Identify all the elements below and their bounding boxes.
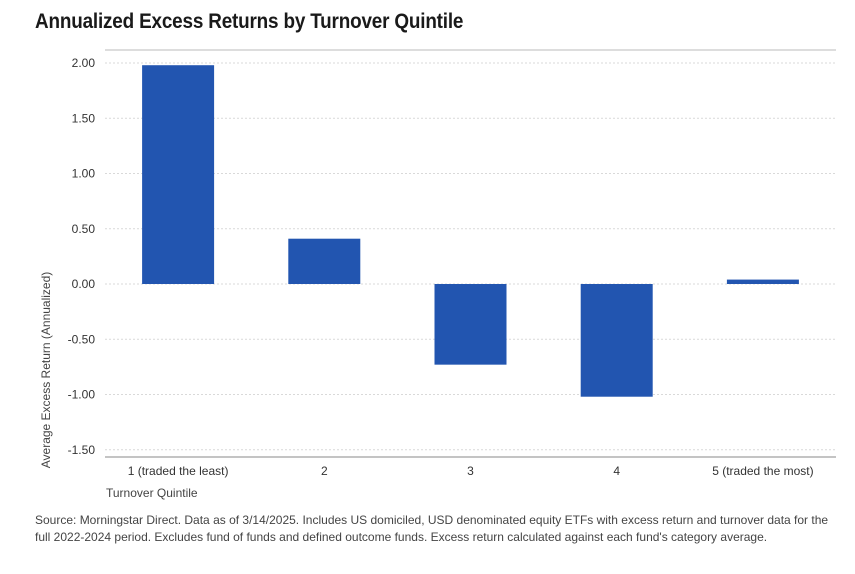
bar: [288, 238, 361, 284]
y-tick-label: 0.50: [72, 222, 96, 236]
y-tick-label: -1.00: [68, 388, 96, 402]
y-tick-label: 1.50: [72, 111, 96, 125]
gridlines: [105, 49, 836, 458]
y-tick-label: -0.50: [68, 332, 96, 346]
y-tick-label: 1.00: [72, 167, 96, 181]
bar: [726, 279, 799, 284]
y-tick-label: 0.00: [72, 277, 96, 291]
bar: [434, 284, 507, 365]
y-tick-label: -1.50: [68, 443, 96, 457]
bar: [142, 65, 215, 285]
chart-title: Annualized Excess Returns by Turnover Qu…: [35, 10, 464, 33]
y-tick-label: 2.00: [72, 56, 96, 70]
x-tick-labels: 1 (traded the least) 2 3 4 5 (traded the mos…: [128, 464, 814, 478]
bar: [580, 284, 653, 397]
bar-chart: 2.00 1.50 1.00 0.50 0.00 -0.50 -1.00 -1.50 1 (t…: [39, 49, 836, 500]
source-footnote: Source: Morningstar Direct. Data as of 3…: [35, 513, 829, 544]
x-axis-title: Turnover Quintile: [106, 486, 198, 500]
bars: [142, 65, 799, 397]
x-tick-label: 1 (traded the least): [128, 464, 229, 478]
y-axis-title: Average Excess Return (Annualized): [39, 272, 53, 469]
y-tick-labels: 2.00 1.50 1.00 0.50 0.00 -0.50 -1.00 -1.50: [68, 56, 96, 457]
x-tick-label: 3: [467, 464, 474, 478]
x-tick-label: 5 (traded the most): [712, 464, 813, 478]
x-tick-label: 4: [613, 464, 620, 478]
x-tick-label: 2: [321, 464, 328, 478]
